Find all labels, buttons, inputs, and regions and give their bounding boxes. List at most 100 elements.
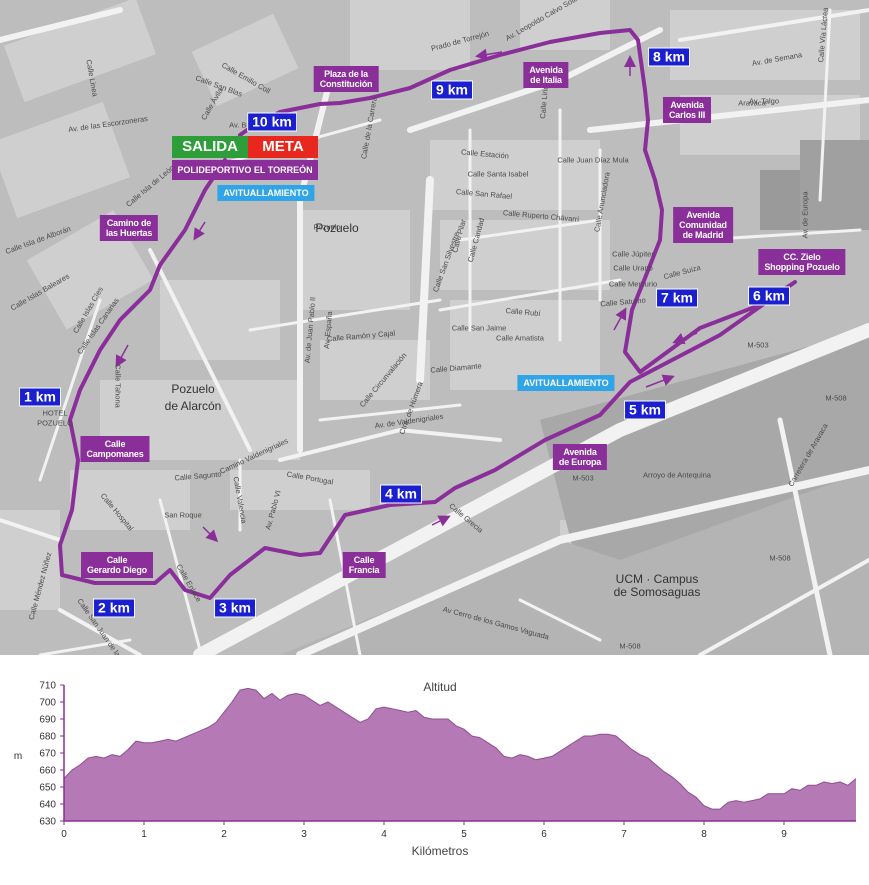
street-callout: Avenida de Italia: [523, 62, 569, 88]
x-axis-label: Kilómetros: [412, 844, 469, 858]
start-label: SALIDA: [172, 136, 248, 158]
street-callout-text: las Huertas: [105, 228, 153, 238]
street-label-text: M-503: [572, 473, 594, 483]
x-tick-label: 2: [221, 829, 227, 840]
elevation-line: [63, 687, 857, 810]
street-callout-text: Avenida: [670, 100, 704, 110]
map-dark-areas: [280, 140, 869, 655]
street-callout-text: de Madrid: [682, 230, 724, 240]
route-direction-arrows: [115, 48, 698, 543]
street-callout-text: de Europa: [558, 457, 602, 467]
street-callout: Plaza de la Constitución: [313, 66, 379, 92]
street-callout-text: CC. Zielo: [783, 252, 821, 262]
y-tick-label: 660: [39, 766, 56, 777]
street-label-text: Calle Júpiter: [612, 249, 654, 259]
race-route-line: [58, 28, 797, 600]
street-callout: Calle Francia: [342, 552, 386, 578]
street-label-text: San Roque: [164, 510, 202, 520]
route-map[interactable]: Calle Emilio Coll Calle San Blas Av. de la…: [0, 0, 869, 655]
x-tick-label: 6: [541, 829, 547, 840]
street-label: M-508: [619, 642, 640, 651]
direction-arrow: [431, 515, 451, 527]
street-label: M-503: [747, 341, 768, 350]
street-callout-text: Plaza de la: [324, 69, 368, 79]
street-label-text: Calle Juan Díaz Mula: [557, 155, 629, 165]
street-callout: Avenida de Europa: [552, 444, 608, 470]
place-label-text: de Alarcón: [164, 399, 222, 413]
place-label: POZUELO: [37, 419, 73, 428]
y-tick-label: 630: [39, 817, 56, 828]
km-marker-3: 3 km: [214, 598, 256, 618]
x-tick-label: 1: [141, 829, 147, 840]
place-label: HOTEL: [42, 409, 67, 418]
street-label: Calle San Jaime: [452, 324, 507, 333]
street-callout-text: Avenida: [686, 210, 720, 220]
street-label-text: M-508: [769, 553, 791, 563]
street-label-text: Aravaca: [738, 98, 766, 108]
street-label-text: Av. de Europa: [800, 191, 810, 239]
street-label-text: Calle Santa Isabel: [467, 169, 529, 179]
direction-arrow: [115, 344, 129, 368]
chart-plot-area: 630 640 650 660 670 680 690 700 710 0 1 2 3 4 5 6 7 8 9: [39, 681, 857, 840]
street-callout: Calle Campomanes: [80, 436, 150, 462]
place-label: Pozuelo: [171, 382, 214, 396]
street-label-text: Calle Amatista: [496, 333, 544, 343]
x-tick-label: 7: [621, 829, 627, 840]
street-callout-text: Comunidad: [679, 220, 727, 230]
street-callout-text: Constitución: [319, 79, 373, 89]
x-tick-label: 3: [301, 829, 307, 840]
km-marker-10-text: 10 km: [252, 113, 292, 130]
street-label: Pozuelo: [313, 223, 340, 232]
km-marker-5: 5 km: [624, 400, 666, 420]
place-label: de Alarcón: [165, 399, 222, 413]
street-label: Av. Talgo: [749, 97, 779, 106]
street-callout: Avenida Comunidad de Madrid: [673, 207, 733, 243]
street-callout-text: Avenida: [563, 447, 597, 457]
km-marker-9: 9 km: [431, 80, 473, 100]
direction-arrow: [193, 221, 206, 241]
street-label: Aravaca: [738, 99, 766, 108]
km-marker-7: 7 km: [656, 288, 698, 308]
direction-arrow: [645, 374, 675, 388]
y-tick-label: 690: [39, 715, 56, 726]
street-label-text: Calle Urano: [613, 263, 653, 273]
km-marker-6: 6 km: [748, 286, 790, 306]
place-label-text: de Somosaguas: [613, 585, 701, 599]
street-label: M-508: [769, 554, 790, 563]
street-label: Calle Mercurio: [609, 280, 657, 289]
x-tick-label: 9: [781, 829, 787, 840]
street-callout-text: Francia: [348, 565, 380, 575]
km-marker-3-text: 3 km: [219, 599, 251, 616]
km-marker-8: 8 km: [648, 47, 690, 67]
place-label-text: POZUELO: [37, 418, 73, 428]
street-label: Calle Santa Isabel: [468, 170, 529, 179]
street-label: Calle Juan Díaz Mula: [557, 156, 628, 165]
aid-station-label: AVITUALLAMIENTO: [517, 375, 615, 391]
street-callout-text: Calle: [106, 555, 128, 565]
place-label: de Somosaguas: [614, 585, 701, 599]
place-label-text: Pozuelo: [171, 382, 215, 396]
street-callout: Camino de las Huertas: [99, 215, 159, 241]
street-callout: Calle Gerardo Diego: [81, 552, 153, 578]
street-label: Calle Urano: [613, 264, 653, 273]
street-label: M-508: [825, 394, 846, 403]
km-marker-10: 10 km: [247, 112, 297, 132]
venue-label: POLIDEPORTIVO EL TORREÓN: [172, 160, 318, 180]
street-label: M-503: [572, 474, 593, 483]
x-tick-label: 4: [381, 829, 387, 840]
street-callout: CC. Zielo Shopping Pozuelo: [758, 249, 846, 275]
street-label: Calle Amatista: [496, 334, 544, 343]
x-tick-label: 5: [461, 829, 467, 840]
street-callout-text: Campomanes: [86, 449, 144, 459]
street-label-text: Pozuelo: [313, 222, 341, 232]
km-marker-6-text: 6 km: [753, 287, 785, 304]
place-label-text: HOTEL: [42, 408, 68, 418]
aid-station-label-text: AVITUALLAMIENTO: [223, 188, 309, 198]
x-tick-label: 0: [61, 829, 67, 840]
street-label-text: Av. Talgo: [748, 96, 780, 106]
direction-arrow: [202, 526, 219, 543]
km-marker-8-text: 8 km: [653, 48, 685, 65]
direction-arrow: [613, 307, 627, 331]
place-label-text: UCM · Campus: [615, 572, 699, 586]
km-marker-2-text: 2 km: [98, 599, 130, 616]
